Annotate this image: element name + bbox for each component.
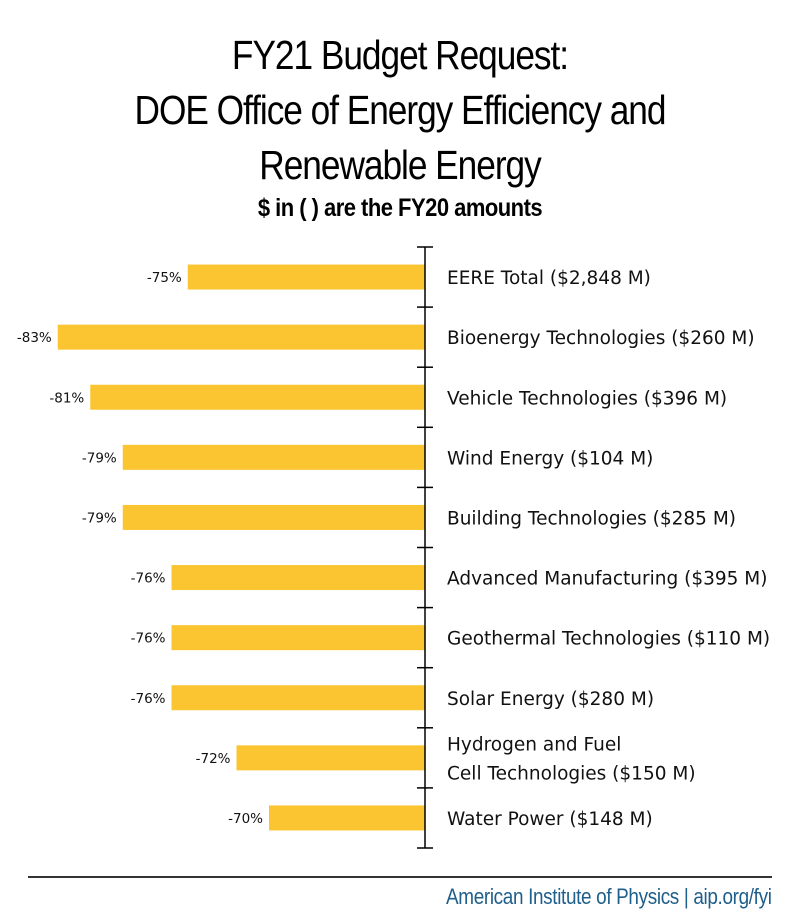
bar-0 xyxy=(187,264,425,290)
data-label-3: -79% xyxy=(82,450,117,466)
chart-title-line-2: DOE Office of Energy Efficiency and xyxy=(134,87,667,133)
bar-6 xyxy=(171,625,425,651)
category-label-1: Bioenergy Technologies ($260 M) xyxy=(447,328,755,349)
footer-divider xyxy=(28,876,772,878)
bar-5 xyxy=(171,565,425,591)
data-label-0: -75% xyxy=(147,270,182,286)
category-label-7: Solar Energy ($280 M) xyxy=(447,689,654,710)
data-label-5: -76% xyxy=(131,571,166,587)
category-label-2: Vehicle Technologies ($396 M) xyxy=(447,388,727,409)
bar-1 xyxy=(57,324,425,350)
data-label-8: -72% xyxy=(196,751,231,767)
bar-7 xyxy=(171,685,425,711)
data-label-9: -70% xyxy=(228,811,263,827)
category-label-4: Building Technologies ($285 M) xyxy=(447,508,736,529)
category-label-8-line-0: Hydrogen and Fuel xyxy=(447,734,621,755)
category-label-0: EERE Total ($2,848 M) xyxy=(447,268,651,289)
bar-chart: -75% EERE Total ($2,848 M) -83% Bioenergy T… xyxy=(17,246,770,849)
chart-title-block: FY21 Budget Request: DOE Office of Energ… xyxy=(0,28,800,223)
chart-subtitle: $ in ( ) are the FY20 amounts xyxy=(257,194,543,222)
data-label-2: -81% xyxy=(49,390,84,406)
category-label-8-line-1: Cell Technologies ($150 M) xyxy=(447,763,696,784)
bar-8 xyxy=(236,745,425,771)
labels-group: -75% EERE Total ($2,848 M) -83% Bioenergy T… xyxy=(17,268,770,830)
category-label-3: Wind Energy ($104 M) xyxy=(447,448,653,469)
bars-group xyxy=(57,264,425,831)
data-label-4: -79% xyxy=(82,510,117,526)
chart-title-line-3: Renewable Energy xyxy=(259,142,541,188)
bar-2 xyxy=(90,384,425,410)
bar-4 xyxy=(122,504,425,530)
axis-group xyxy=(417,246,433,849)
category-label-9: Water Power ($148 M) xyxy=(447,809,653,830)
bar-9 xyxy=(269,805,425,831)
data-label-7: -76% xyxy=(131,691,166,707)
data-label-1: -83% xyxy=(17,330,52,346)
footer-credit: American Institute of Physics | aip.org/… xyxy=(446,884,772,909)
chart-title-line-1: FY21 Budget Request: xyxy=(231,32,569,78)
bar-3 xyxy=(122,444,425,470)
category-label-5: Advanced Manufacturing ($395 M) xyxy=(447,569,767,590)
category-label-6: Geothermal Technologies ($110 M) xyxy=(447,629,770,650)
data-label-6: -76% xyxy=(131,631,166,647)
